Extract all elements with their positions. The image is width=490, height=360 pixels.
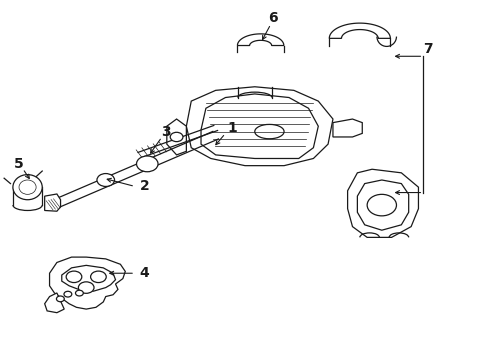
- Polygon shape: [45, 194, 61, 211]
- Polygon shape: [357, 180, 409, 230]
- Circle shape: [137, 156, 158, 172]
- Circle shape: [66, 271, 82, 283]
- Circle shape: [64, 291, 72, 297]
- Circle shape: [367, 194, 396, 216]
- Circle shape: [78, 282, 94, 293]
- Ellipse shape: [13, 175, 42, 200]
- Ellipse shape: [19, 180, 36, 194]
- Text: 1: 1: [228, 121, 238, 135]
- Circle shape: [97, 174, 115, 186]
- Polygon shape: [201, 94, 318, 158]
- Polygon shape: [329, 23, 391, 39]
- Polygon shape: [45, 293, 64, 313]
- Circle shape: [56, 296, 64, 302]
- Text: 4: 4: [139, 266, 149, 280]
- Text: 5: 5: [13, 157, 23, 171]
- Circle shape: [75, 290, 83, 296]
- Text: 7: 7: [423, 42, 433, 56]
- Polygon shape: [62, 265, 116, 291]
- Polygon shape: [347, 169, 418, 237]
- Text: 6: 6: [269, 11, 278, 25]
- Circle shape: [91, 271, 106, 283]
- Polygon shape: [186, 87, 333, 166]
- Polygon shape: [167, 119, 186, 155]
- Text: 2: 2: [140, 179, 150, 193]
- Polygon shape: [238, 34, 284, 45]
- Text: 3: 3: [161, 125, 171, 139]
- Polygon shape: [333, 119, 362, 137]
- Polygon shape: [49, 257, 125, 309]
- Circle shape: [170, 132, 183, 141]
